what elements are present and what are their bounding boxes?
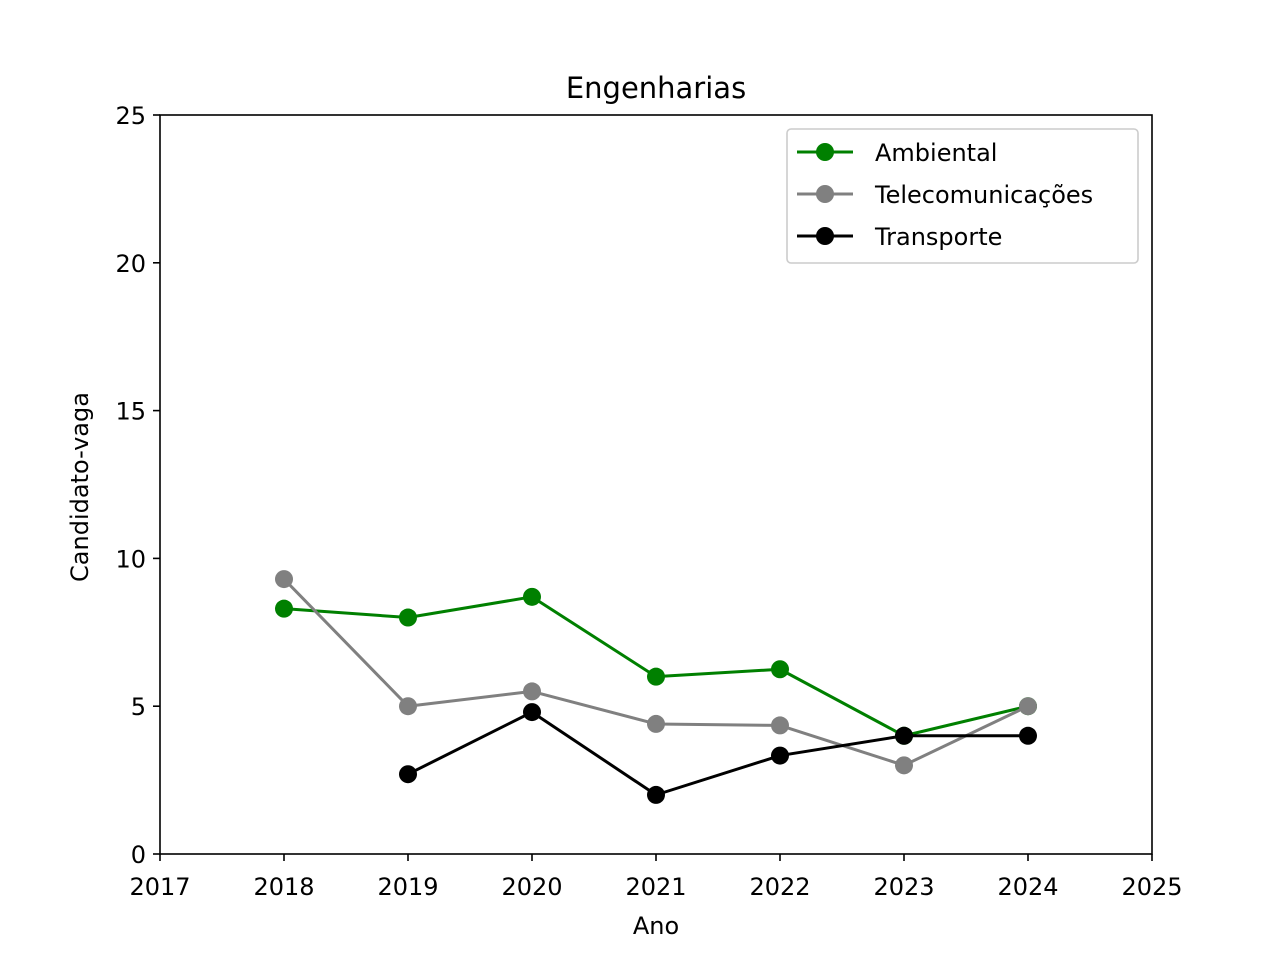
data-point-transporte: [771, 746, 789, 765]
x-tick-label: 2023: [873, 873, 934, 901]
data-point-transporte: [1019, 726, 1037, 745]
data-point-telecomunicacoes: [895, 756, 913, 775]
y-tick-label: 0: [131, 841, 146, 869]
x-tick-label: 2019: [377, 873, 438, 901]
legend-label-transporte: Transporte: [874, 223, 1002, 251]
x-tick-label: 2021: [625, 873, 686, 901]
legend-entry-ambiental: Ambiental: [797, 139, 997, 167]
data-point-ambiental: [399, 608, 417, 627]
y-tick-label: 20: [115, 250, 146, 278]
data-point-transporte: [647, 785, 665, 804]
data-point-transporte: [399, 765, 417, 784]
x-axis: 2017 2018 2019 2020 2021 2022 2023 2024 2025: [129, 854, 1183, 901]
x-axis-title: Ano: [633, 912, 679, 940]
y-tick-label: 5: [131, 693, 146, 721]
data-point-telecomunicacoes: [275, 570, 293, 589]
data-point-telecomunicacoes: [1019, 697, 1037, 716]
chart-title: Engenharias: [566, 71, 746, 105]
x-tick-label: 2018: [253, 873, 314, 901]
data-point-transporte: [895, 726, 913, 745]
legend-label-telecomunicacoes: Telecomunicações: [874, 181, 1093, 209]
x-tick-label: 2017: [129, 873, 190, 901]
data-point-telecomunicacoes: [771, 716, 789, 735]
x-tick-label: 2025: [1121, 873, 1182, 901]
data-point-telecomunicacoes: [647, 714, 665, 733]
legend-box: [786, 128, 1139, 264]
data-point-transporte: [523, 703, 541, 722]
legend-entry-transporte: Transporte: [797, 223, 1002, 251]
legend-marker-telecomunicacoes: [816, 185, 834, 203]
y-tick-label: 15: [115, 398, 146, 426]
legend-marker-ambiental: [816, 143, 834, 161]
legend-entry-telecomunicacoes: Telecomunicações: [797, 181, 1093, 209]
data-point-telecomunicacoes: [399, 697, 417, 716]
y-tick-label: 10: [115, 545, 146, 573]
data-point-ambiental: [771, 660, 789, 679]
series-line-transporte: [407, 710, 1028, 797]
data-point-ambiental: [275, 599, 293, 618]
legend: Ambiental Telecomunicações Transporte: [786, 128, 1139, 264]
data-point-ambiental: [647, 667, 665, 686]
y-tick-label: 25: [115, 102, 146, 130]
y-axis: 0 5 10 15 20 25: [115, 102, 160, 869]
data-point-ambiental: [523, 587, 541, 606]
series-layer: [275, 570, 1037, 804]
x-tick-label: 2020: [501, 873, 562, 901]
legend-marker-transporte: [816, 227, 834, 245]
data-point-telecomunicacoes: [523, 682, 541, 701]
legend-label-ambiental: Ambiental: [875, 139, 997, 167]
x-tick-label: 2024: [997, 873, 1058, 901]
x-tick-label: 2022: [749, 873, 810, 901]
y-axis-title: Candidato-vaga: [66, 392, 94, 582]
